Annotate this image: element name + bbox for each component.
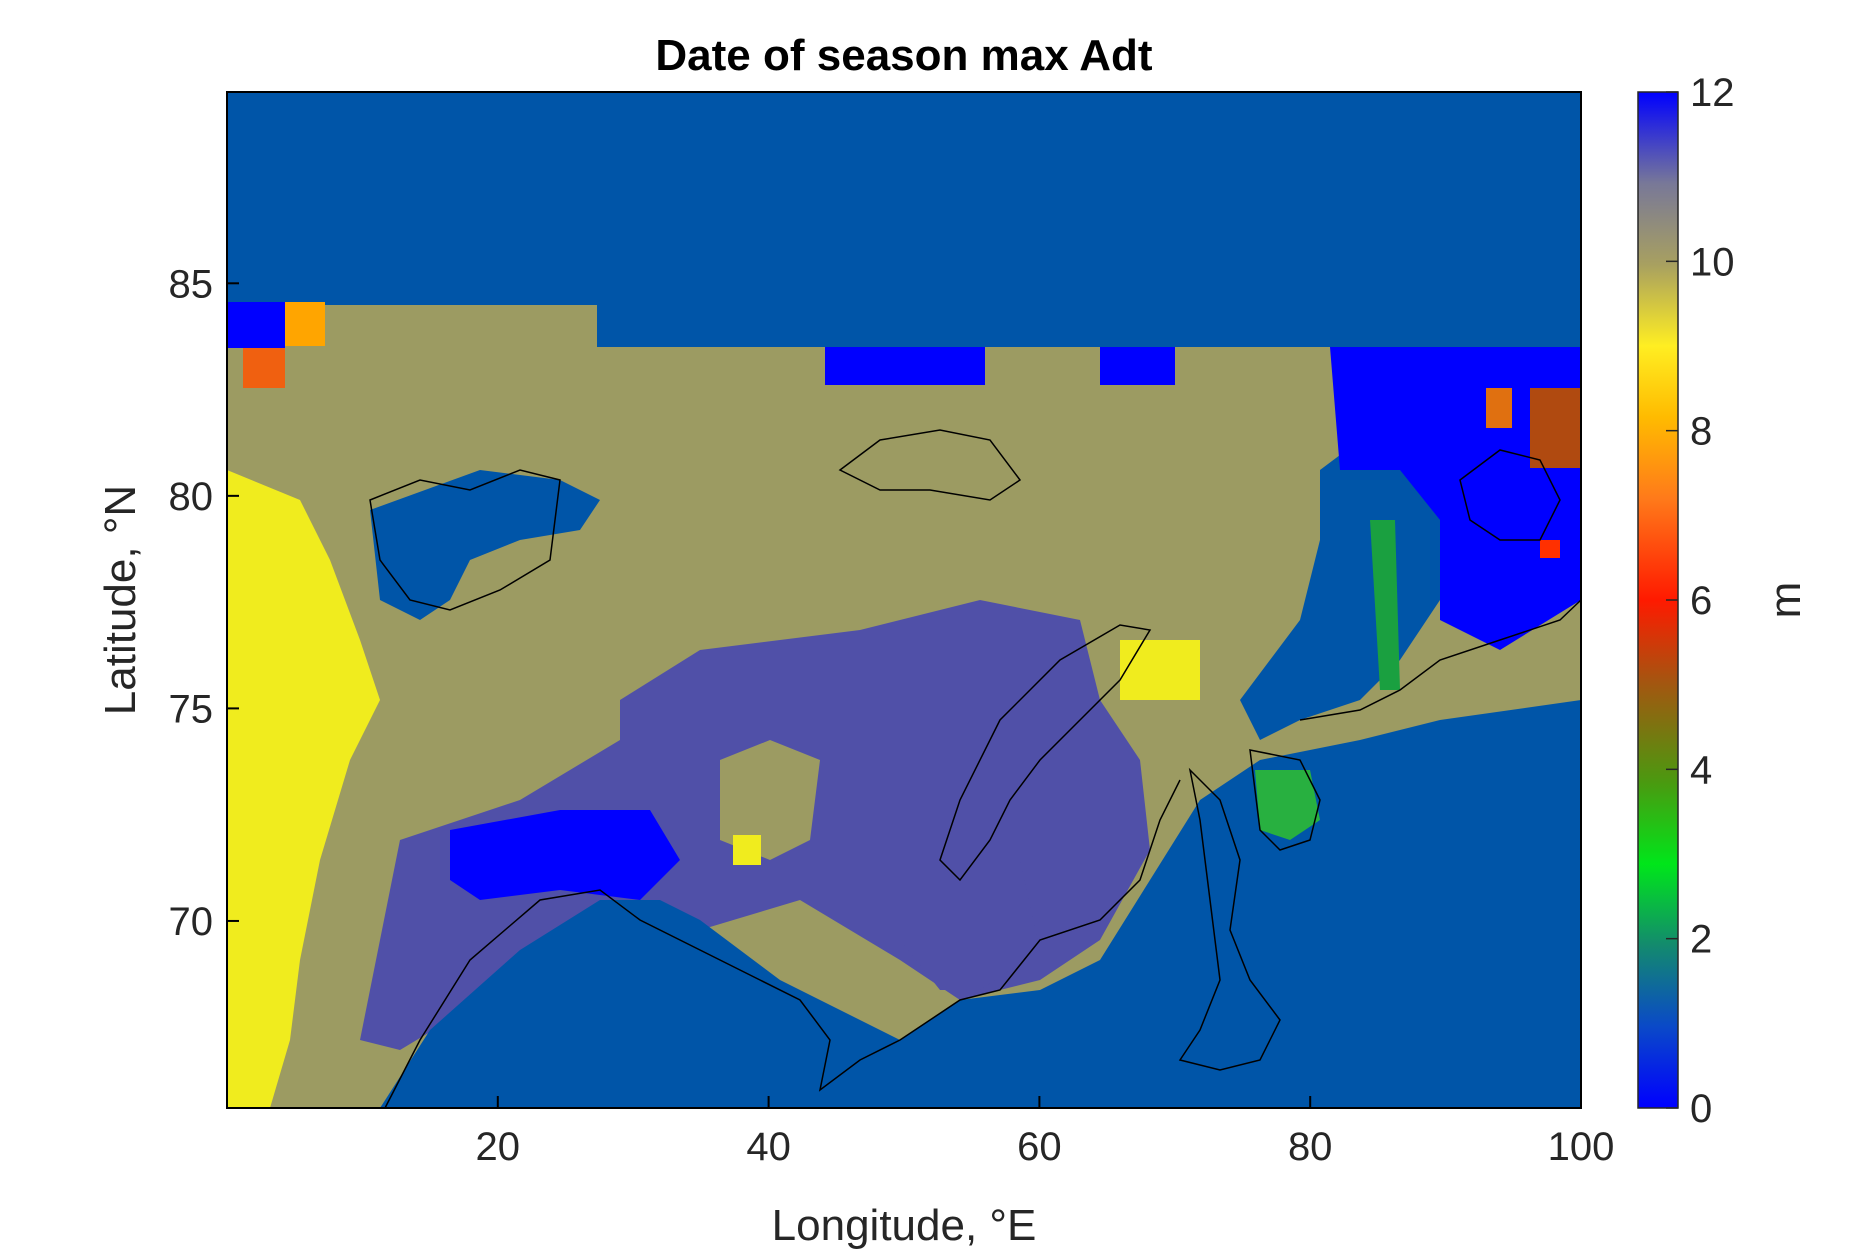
x-tick-label: 60 — [1017, 1125, 1062, 1169]
x-tick-label: 20 — [476, 1125, 521, 1169]
colorbar-tick-label: 2 — [1690, 918, 1712, 962]
y-tick-label: 70 — [169, 900, 214, 944]
severnaya-orange — [1486, 388, 1512, 428]
x-tick-label: 100 — [1548, 1125, 1615, 1169]
colorbar-label: m — [1761, 582, 1810, 619]
ocean-north-region — [227, 92, 1581, 347]
chart-title: Date of season max Adt — [655, 31, 1153, 80]
y-tick-label: 75 — [169, 687, 214, 731]
norwegian-yellow-band — [227, 470, 380, 1108]
colorbar-tick-label: 0 — [1690, 1087, 1712, 1131]
heatmap-area — [227, 92, 1581, 1108]
orange-block-left — [285, 302, 325, 346]
y-tick-label: 85 — [169, 262, 214, 306]
colorbar-ticks: 0 2 4 6 8 10 12 — [1666, 71, 1735, 1131]
blue-block-left — [227, 302, 285, 348]
x-tick-label: 80 — [1288, 1125, 1333, 1169]
colorbar-tick-label: 8 — [1690, 410, 1712, 454]
x-axis: 20 40 60 80 100 — [476, 1096, 1615, 1169]
y-axis-label: Latitude, °N — [96, 485, 145, 715]
severnaya-rust — [1530, 388, 1581, 468]
yellow-patch-yamal — [1120, 640, 1200, 700]
y-tick-label: 80 — [169, 475, 214, 519]
coastlines — [369, 429, 1582, 1109]
blue-coastal-strip — [450, 810, 680, 900]
colorbar-tick-label: 6 — [1690, 579, 1712, 623]
laptev-green-strip — [1370, 520, 1400, 690]
colorbar-tick-label: 10 — [1690, 240, 1735, 284]
kara-gulf-green — [1255, 770, 1320, 840]
kara-inner-olive — [720, 740, 820, 860]
x-tick-label: 40 — [746, 1125, 791, 1169]
colorbar-tick-label: 4 — [1690, 748, 1712, 792]
plot-frame — [226, 91, 1582, 1109]
yamal-purple — [900, 860, 1040, 990]
franz-josef-blue — [825, 347, 1175, 385]
y-axis: 70 75 80 85 — [169, 262, 239, 944]
colorbar-tick-label: 12 — [1690, 71, 1735, 115]
barents-blue-blobs — [370, 470, 600, 620]
orange-spot-left — [243, 348, 285, 388]
x-axis-label: Longitude, °E — [772, 1201, 1037, 1250]
yellow-spot-center — [733, 835, 761, 865]
red-spot-east — [1540, 540, 1560, 558]
severnaya-blue — [1330, 347, 1581, 650]
